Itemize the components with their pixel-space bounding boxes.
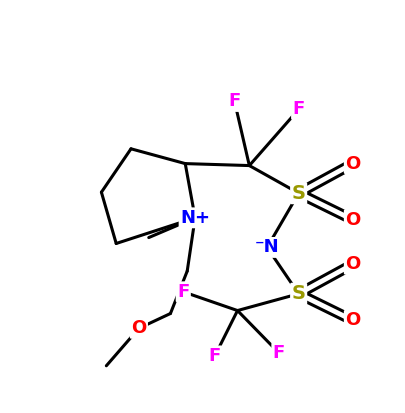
Text: F: F	[273, 344, 285, 362]
Text: F: F	[177, 283, 190, 301]
Text: N+: N+	[180, 209, 210, 227]
Text: ⁻N: ⁻N	[255, 238, 279, 256]
Text: F: F	[209, 347, 221, 365]
Text: S: S	[292, 184, 306, 203]
Text: O: O	[345, 311, 360, 330]
Text: O: O	[345, 154, 360, 173]
Text: O: O	[345, 255, 360, 273]
Text: O: O	[131, 319, 147, 337]
Text: O: O	[345, 211, 360, 229]
Text: F: F	[292, 100, 305, 119]
Text: S: S	[292, 284, 306, 303]
Text: F: F	[228, 93, 241, 110]
